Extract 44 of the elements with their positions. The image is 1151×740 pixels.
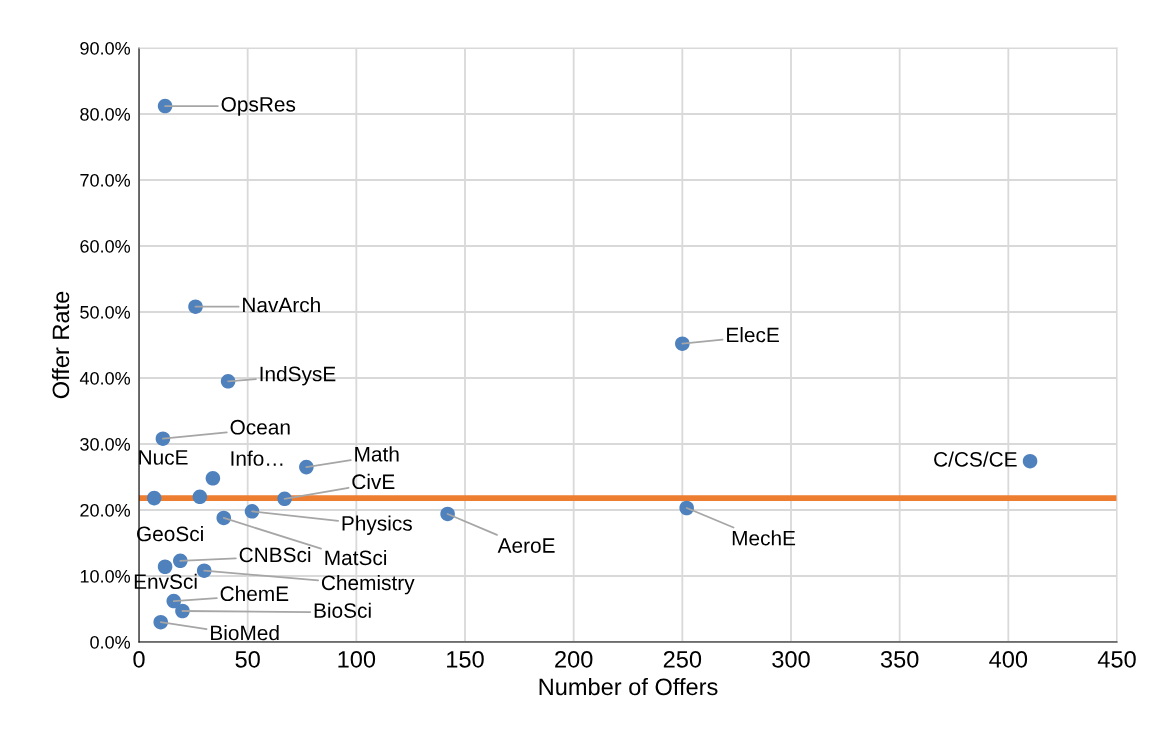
annotation: NavArch [243, 297, 320, 313]
y-tick-label: 70.0% [80, 173, 131, 187]
annotation: ElecE [727, 327, 779, 343]
y-tick-label: 10.0% [80, 569, 131, 583]
x-tick-label: 300 [772, 650, 810, 668]
y-axis-title: Offer Rate [51, 291, 70, 399]
x-tick-label: 400 [989, 650, 1028, 668]
annotation: IndSysE [260, 366, 336, 386]
annotation: BioMed [211, 624, 279, 641]
y-tick-label: 30.0% [80, 437, 131, 451]
annotation: Math [355, 446, 399, 462]
x-tick-label: 200 [555, 650, 593, 668]
y-tick-label: 0.0% [90, 635, 131, 649]
annotation: Chemistry [321, 574, 415, 595]
annotation: BioSci [314, 602, 371, 618]
annotation: OpsRes [221, 96, 296, 116]
annotation: MechE [732, 530, 796, 546]
annotation: C/CS/CE [934, 451, 1017, 467]
y-tick-label: 60.0% [80, 239, 131, 253]
annotation: ChemE [220, 585, 289, 602]
point [146, 490, 162, 506]
annotation: CNBSci [239, 546, 311, 563]
x-tick-label: 250 [663, 650, 702, 668]
x-tick-label: 50 [235, 650, 260, 668]
y-tick-label: 50.0% [80, 305, 131, 319]
x-tick-label: 350 [880, 650, 919, 668]
point [205, 471, 221, 486]
point [192, 489, 208, 505]
annotation: MatSci [325, 549, 387, 566]
x-tick-label: 150 [447, 650, 484, 668]
x-axis-title: Number of Offers [539, 677, 718, 696]
annotation: Ocean [230, 419, 290, 435]
annotation: Physics [342, 515, 412, 535]
y-tick-label: 40.0% [79, 371, 131, 385]
x-tick-label: 450 [1097, 650, 1136, 668]
y-tick-label: 20.0% [80, 503, 131, 517]
y-tick-label: 80.0% [80, 107, 131, 121]
x-tick-label: 0 [133, 650, 145, 668]
y-tick-label: 90.0% [80, 41, 131, 55]
point [1022, 453, 1038, 469]
annotation: AeroE [497, 538, 555, 553]
annotation: CivE [352, 473, 395, 490]
annotation: Info… [231, 450, 283, 466]
x-tick-label: 100 [338, 650, 376, 668]
